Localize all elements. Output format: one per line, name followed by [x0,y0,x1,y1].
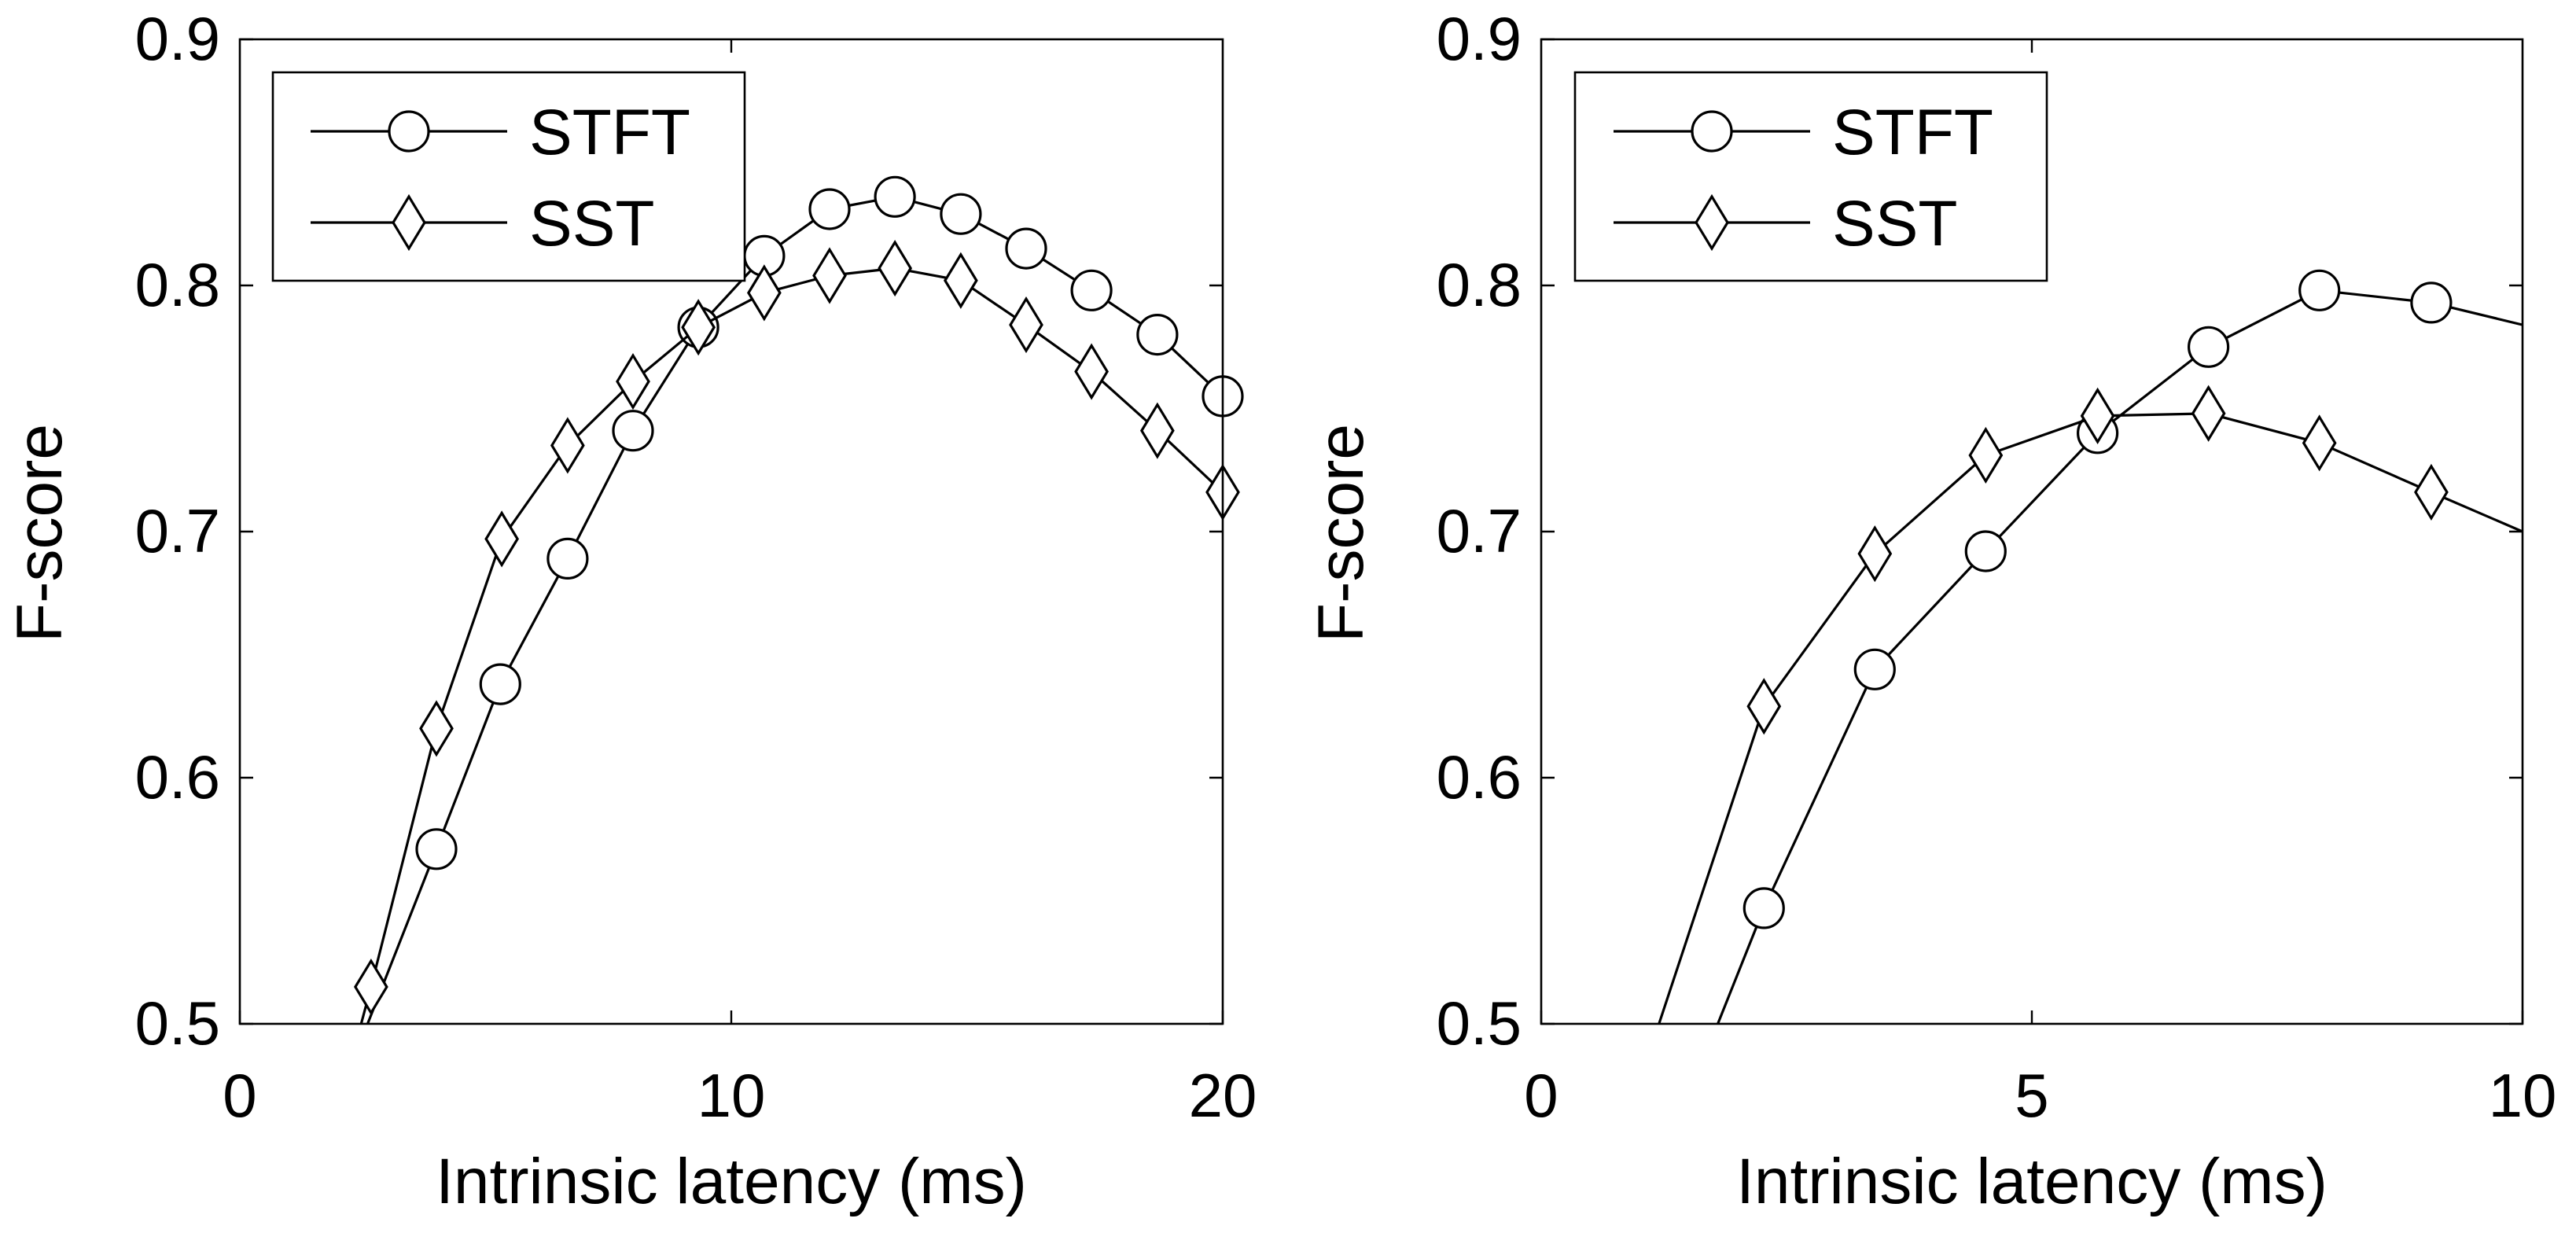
left-legend-sst-label: SST [529,188,654,259]
right-stft-line [1717,289,2523,1024]
left-stft-marker-6 [808,188,851,230]
left-legend: STFT SST [271,71,746,282]
left-stft-marker-10 [1070,269,1113,311]
right-ytick-label-2: 0.7 [1437,496,1522,565]
left-legend-stft-label: STFT [529,97,690,168]
left-xtick-label-2: 20 [1189,1061,1257,1130]
right-ytick-label-0: 0.5 [1437,988,1522,1058]
left-sst-marker-3 [550,417,585,474]
left-ytick-labels: 0.5 0.6 0.7 0.8 0.9 [135,4,220,1058]
left-legend-stft-marker [388,110,430,153]
left-sst-marker-11 [1074,343,1110,400]
right-legend-sst-label: SST [1832,188,1957,259]
left-sst-marker-5 [681,299,716,356]
left-axes-frame [238,38,1224,1025]
left-stft-marker-7 [874,175,916,218]
left-legend-box [271,71,746,282]
left-stft-marker-1 [479,663,521,705]
left-y-axis-label: F-score [4,424,75,642]
right-sst-marker-3 [2080,387,2115,444]
right-axes-frame [1540,38,2524,1025]
right-stft-marker-5 [2298,269,2341,311]
right-legend: STFT SST [1573,71,2048,282]
right-sst-marker-2 [1968,426,2004,484]
left-stft-marker-11 [1136,314,1179,356]
left-ytick-label-2: 0.7 [135,496,220,565]
right-xtick-label-1: 5 [2015,1061,2048,1130]
left-sst-marker-10 [1009,296,1043,354]
left-xtick-label-0: 0 [223,1061,256,1130]
left-sst-marker-9 [944,252,978,309]
left-stft-marker-9 [1005,227,1047,270]
right-legend-sst-marker [1695,193,1729,252]
left-xtick-labels: 0 10 20 [223,1061,1257,1130]
left-ytick-label-1: 0.6 [135,742,220,812]
right-ytick-labels: 0.5 0.6 0.7 0.8 0.9 [1437,4,1522,1058]
left-sst-marker-12 [1140,402,1175,459]
left-stft-marker-0 [415,828,458,870]
left-stft-line [366,195,1223,1024]
right-x-axis-label: Intrinsic latency (ms) [1736,1146,2328,1217]
right-stft-marker-4 [2188,326,2230,368]
right-y-axis-label: F-score [1305,424,1377,642]
right-sst-marker-1 [1857,525,1893,583]
right-sst-marker-6 [2414,463,2449,521]
left-stft-marker-2 [546,537,589,580]
right-legend-stft-marker [1691,110,1733,153]
right-stft-marker-6 [2410,282,2453,324]
right-ytick-label-3: 0.8 [1437,250,1522,319]
right-legend-box [1573,71,2048,282]
right-stft-marker-1 [1853,648,1896,690]
left-x-axis-label: Intrinsic latency (ms) [436,1146,1027,1217]
right-sst-marker-4 [2191,385,2226,442]
right-stft-marker-2 [1964,530,2007,572]
left-ytick-label-0: 0.5 [135,988,220,1058]
right-xtick-label-0: 0 [1524,1061,1558,1130]
right-panel: 0.5 0.6 0.7 0.8 0.9 0 5 10 Intrinsic lat… [1305,4,2556,1217]
left-xtick-label-1: 10 [697,1061,766,1130]
right-sst-line [1658,412,2523,1024]
left-plot-area [354,175,1244,1024]
right-xtick-labels: 0 5 10 [1524,1061,2556,1130]
left-sst-marker-0 [354,958,388,1016]
right-legend-stft-label: STFT [1832,97,1993,168]
right-stft-marker-0 [1742,887,1785,929]
left-ytick-label-3: 0.8 [135,250,220,319]
left-sst-marker-4 [616,352,650,410]
left-sst-marker-2 [484,510,519,568]
right-xtick-label-2: 10 [2489,1061,2557,1130]
left-sst-marker-8 [878,240,913,297]
left-sst-marker-7 [812,247,847,304]
right-ytick-label-4: 0.9 [1437,4,1522,73]
left-stft-marker-8 [940,193,982,235]
right-plot-area [1658,269,2523,1024]
left-ytick-label-4: 0.9 [135,4,220,73]
right-sst-marker-0 [1746,678,1782,735]
left-sst-marker-1 [419,700,454,757]
right-ytick-label-1: 0.6 [1437,742,1522,812]
left-stft-marker-3 [612,410,654,452]
left-panel: 0.5 0.6 0.7 0.8 0.9 0 10 20 Intrinsic la… [4,4,1257,1217]
left-sst-marker-6 [747,264,782,322]
left-legend-sst-marker [392,193,426,252]
right-sst-marker-5 [2302,414,2337,472]
